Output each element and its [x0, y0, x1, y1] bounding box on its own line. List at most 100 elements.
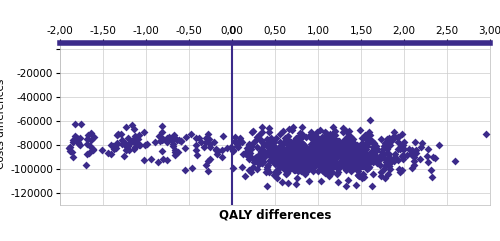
Point	[350, 167, 358, 170]
Point	[356, 128, 364, 132]
Point	[350, 151, 358, 155]
Point	[263, 165, 271, 169]
Point	[274, 170, 282, 174]
Point	[324, 154, 332, 158]
Point	[398, 168, 406, 172]
Point	[278, 147, 286, 150]
Point	[238, 166, 246, 169]
Point	[204, 133, 212, 136]
Point	[341, 151, 349, 154]
Point	[334, 142, 342, 146]
Point	[290, 148, 298, 152]
Point	[182, 135, 190, 139]
Point	[304, 160, 312, 164]
Point	[317, 151, 325, 154]
Point	[318, 152, 326, 156]
Point	[370, 160, 378, 164]
Point	[362, 156, 370, 160]
Point	[206, 157, 214, 161]
Point	[328, 163, 336, 167]
Point	[316, 163, 324, 167]
Point	[282, 149, 290, 153]
Point	[305, 150, 313, 154]
Point	[239, 152, 247, 156]
Point	[482, 132, 490, 136]
Point	[245, 168, 253, 172]
Point	[385, 164, 393, 168]
Point	[249, 129, 257, 133]
Point	[260, 149, 268, 153]
Point	[352, 145, 360, 148]
Point	[266, 158, 274, 162]
Point	[295, 143, 303, 147]
Point	[301, 168, 309, 172]
Point	[158, 125, 166, 128]
Point	[308, 158, 316, 161]
Point	[270, 161, 278, 165]
Point	[360, 147, 368, 151]
Point	[354, 150, 362, 154]
Point	[346, 157, 354, 161]
Point	[342, 165, 350, 169]
Point	[340, 151, 348, 155]
Point	[327, 171, 335, 175]
Point	[276, 151, 284, 154]
Point	[292, 163, 300, 167]
Point	[86, 131, 94, 135]
Point	[346, 138, 354, 142]
Point	[322, 154, 330, 157]
Point	[325, 174, 333, 178]
Point	[283, 147, 291, 151]
Point	[326, 148, 334, 152]
Point	[262, 142, 270, 146]
Point	[298, 156, 306, 160]
Point	[140, 130, 148, 134]
Point	[280, 163, 288, 167]
Point	[385, 136, 393, 140]
Point	[246, 151, 254, 155]
Point	[272, 156, 280, 160]
Point	[334, 180, 342, 184]
Point	[367, 150, 375, 154]
Point	[245, 142, 253, 146]
Point	[344, 153, 352, 157]
Point	[143, 142, 151, 146]
Point	[348, 155, 356, 159]
Point	[296, 155, 304, 159]
Point	[427, 168, 435, 172]
Point	[257, 149, 265, 153]
Point	[338, 157, 346, 161]
Point	[312, 145, 320, 149]
Point	[354, 161, 362, 165]
Point	[391, 152, 399, 156]
Point	[306, 162, 314, 166]
Point	[436, 144, 444, 147]
Point	[386, 160, 394, 164]
Point	[322, 166, 330, 169]
Point	[300, 149, 308, 153]
Point	[294, 135, 302, 139]
Point	[306, 133, 314, 137]
Point	[366, 160, 374, 164]
Point	[396, 170, 404, 174]
Point	[322, 159, 330, 162]
Point	[362, 147, 370, 151]
Point	[290, 168, 298, 172]
Point	[355, 153, 363, 157]
Point	[264, 163, 272, 167]
Point	[266, 159, 274, 163]
Point	[298, 146, 306, 150]
Point	[284, 181, 292, 184]
Point	[354, 173, 362, 177]
Point	[326, 148, 334, 152]
Point	[372, 154, 380, 158]
Point	[276, 152, 283, 156]
Point	[365, 130, 373, 134]
Point	[288, 164, 296, 168]
Point	[316, 140, 324, 144]
Point	[364, 138, 372, 142]
Point	[286, 161, 294, 165]
Point	[272, 136, 280, 140]
Point	[122, 147, 130, 151]
Point	[296, 147, 304, 151]
